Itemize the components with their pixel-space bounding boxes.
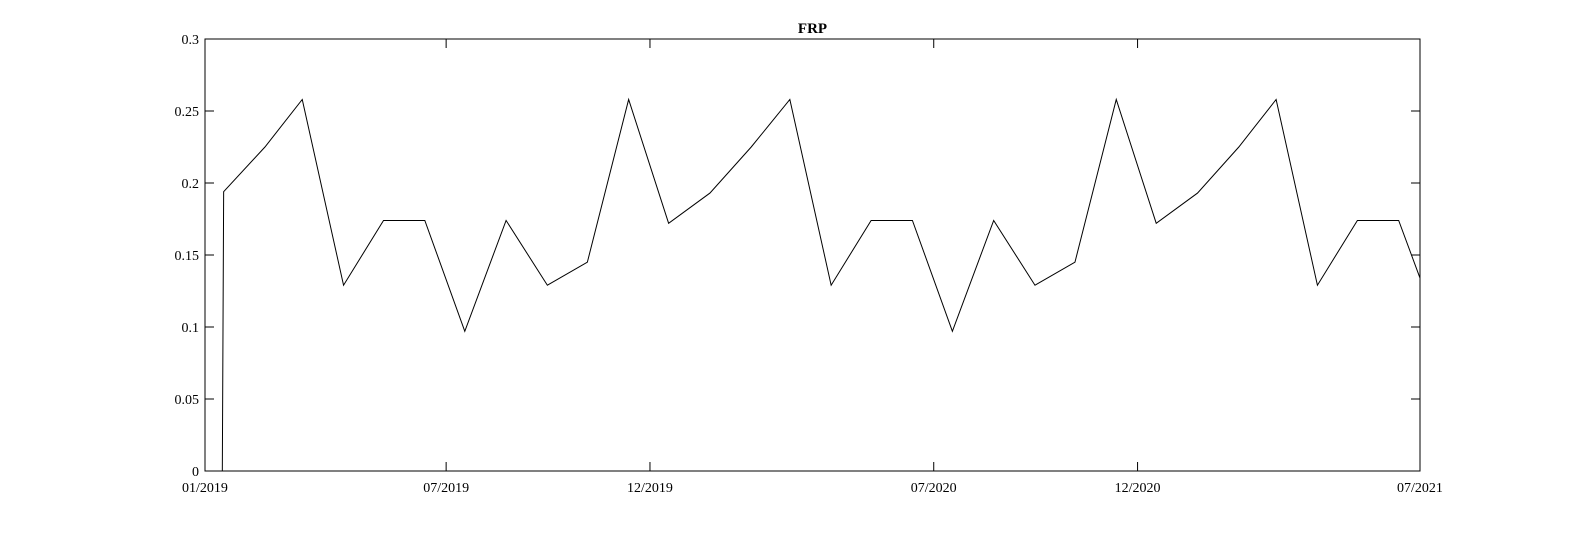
x-tick-label: 12/2020	[1115, 481, 1161, 496]
series-group	[205, 97, 1421, 472]
x-tick-label: 12/2019	[627, 481, 673, 496]
y-tick-label: 0.2	[182, 177, 200, 192]
x-tick-label: 07/2019	[423, 481, 469, 496]
chart-title: FRP	[798, 21, 827, 37]
series-line	[205, 97, 1421, 472]
axis-ticks	[204, 38, 1421, 472]
y-tick-label: 0.3	[182, 33, 200, 48]
x-tick-label: 07/2021	[1397, 481, 1443, 496]
y-tick-label: 0.05	[175, 393, 200, 408]
x-tick-label: 07/2020	[911, 481, 957, 496]
plot-area-frame	[204, 38, 1421, 472]
y-tick-label: 0.25	[175, 105, 200, 120]
x-tick-label: 01/2019	[182, 481, 228, 496]
y-tick-label: 0.15	[175, 249, 200, 264]
y-tick-label: 0.1	[182, 321, 200, 336]
y-tick-label: 0	[192, 465, 199, 480]
axis-tick-labels: 0 0.05 0.1 0.15 0.2 0.25 0.3 01/2019 07/2019 12/2…	[175, 33, 1443, 496]
